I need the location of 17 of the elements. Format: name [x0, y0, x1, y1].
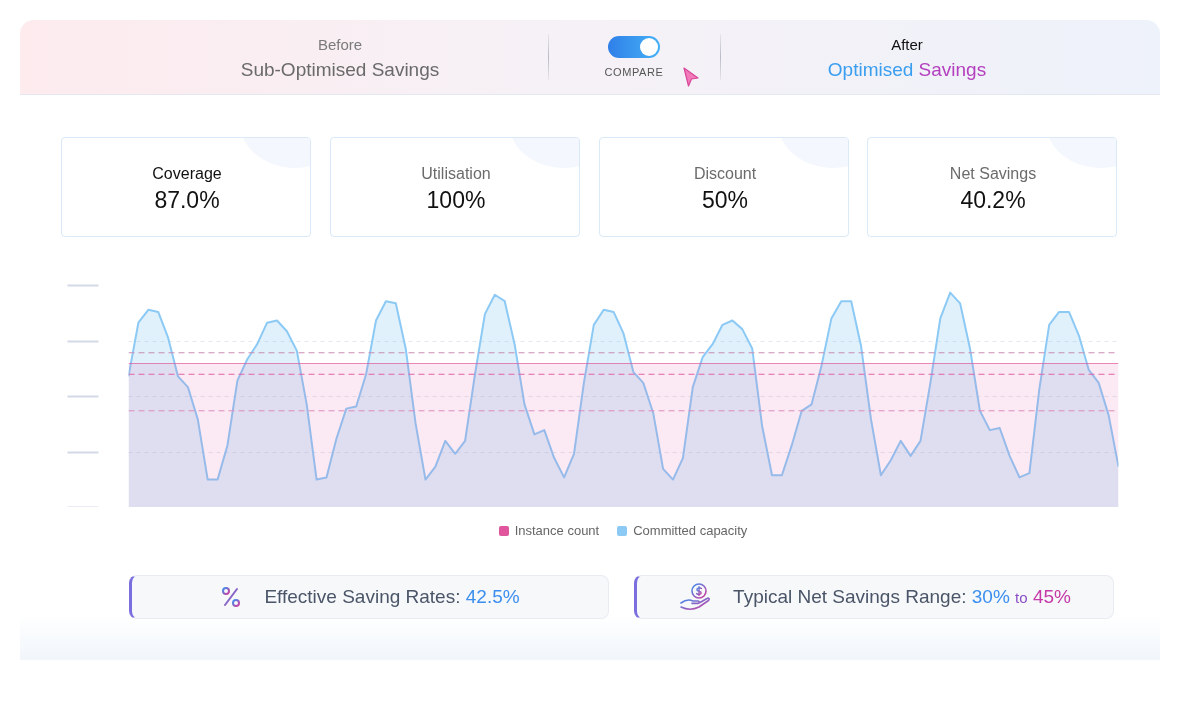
text: 100% [425, 187, 487, 213]
text: 50% [700, 187, 749, 213]
text: After [890, 35, 924, 54]
text: 87.0% [153, 187, 221, 213]
text: Sub-Optimised Savings [239, 58, 441, 81]
text: Utilisation [420, 164, 492, 184]
text: Typical Net Savings Range: 30% to 45% [733, 585, 1071, 607]
text: Coverage [151, 164, 223, 184]
text: Before [316, 35, 364, 54]
text: Discount [692, 164, 758, 184]
text: 40.2% [959, 187, 1027, 213]
legend-label: Instance count [514, 523, 600, 539]
text: Net Savings [948, 164, 1038, 184]
text: Effective Saving Rates: 42.5% [264, 586, 520, 607]
text: COMPARE [603, 65, 665, 79]
legend-label: Committed capacity [633, 523, 748, 539]
text: Optimised Savings [827, 59, 987, 80]
